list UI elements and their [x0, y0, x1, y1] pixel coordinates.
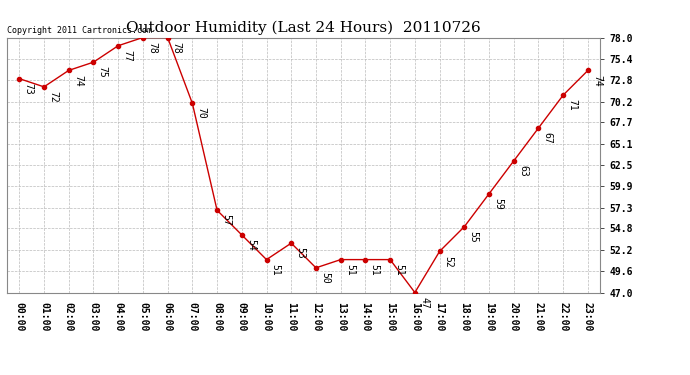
Text: 74: 74 — [592, 75, 602, 86]
Text: 53: 53 — [295, 247, 306, 259]
Text: 75: 75 — [97, 66, 108, 78]
Title: Outdoor Humidity (Last 24 Hours)  20110726: Outdoor Humidity (Last 24 Hours) 2011072… — [126, 21, 481, 35]
Text: 57: 57 — [221, 214, 231, 226]
Text: 77: 77 — [122, 50, 132, 62]
Text: 78: 78 — [172, 42, 181, 53]
Text: 51: 51 — [370, 264, 380, 276]
Text: 67: 67 — [542, 132, 553, 144]
Text: 50: 50 — [320, 272, 330, 284]
Text: 74: 74 — [73, 75, 83, 86]
Text: 72: 72 — [48, 91, 58, 103]
Text: 47: 47 — [419, 297, 429, 308]
Text: 78: 78 — [147, 42, 157, 53]
Text: 70: 70 — [197, 108, 206, 119]
Text: 55: 55 — [469, 231, 478, 243]
Text: 51: 51 — [270, 264, 281, 276]
Text: 52: 52 — [444, 255, 454, 267]
Text: 71: 71 — [567, 99, 578, 111]
Text: 63: 63 — [518, 165, 528, 177]
Text: 51: 51 — [345, 264, 355, 276]
Text: 54: 54 — [246, 239, 256, 251]
Text: 59: 59 — [493, 198, 503, 210]
Text: Copyright 2011 Cartronics.com: Copyright 2011 Cartronics.com — [7, 26, 152, 35]
Text: 51: 51 — [394, 264, 404, 276]
Text: 73: 73 — [23, 83, 33, 94]
